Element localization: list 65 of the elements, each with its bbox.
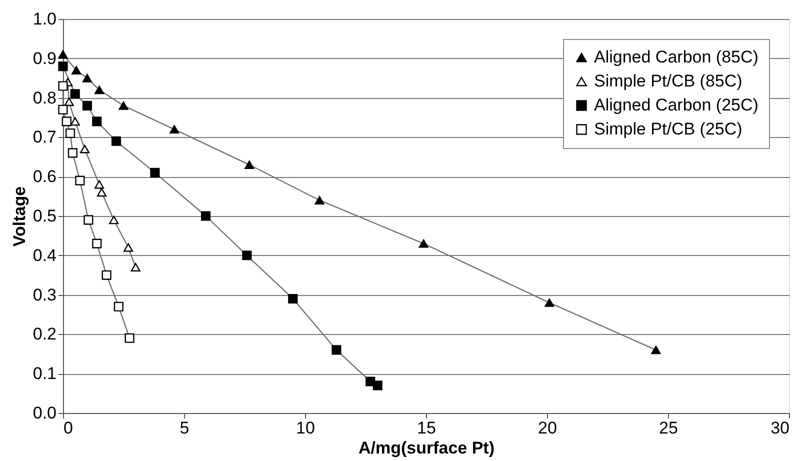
y-axis-title: Voltage bbox=[10, 186, 29, 247]
point bbox=[124, 243, 134, 252]
point bbox=[65, 128, 76, 138]
y-tick-label: 0.7 bbox=[32, 128, 56, 147]
point bbox=[544, 298, 554, 307]
point bbox=[82, 100, 92, 110]
point bbox=[72, 66, 82, 74]
y-tick-label: 0.1 bbox=[32, 364, 56, 384]
point bbox=[651, 346, 661, 354]
point bbox=[82, 74, 92, 82]
point bbox=[70, 117, 80, 126]
point bbox=[244, 160, 254, 170]
point bbox=[58, 50, 68, 59]
x-tick-label: 15 bbox=[417, 418, 436, 438]
point bbox=[96, 188, 107, 197]
y-tick-label: 0.4 bbox=[32, 246, 56, 265]
point bbox=[84, 215, 94, 225]
point bbox=[58, 61, 68, 72]
point bbox=[68, 148, 78, 158]
point bbox=[62, 116, 72, 126]
y-tick-label: 0.2 bbox=[32, 324, 56, 344]
legend-label: Aligned Carbon (85C) bbox=[594, 48, 758, 66]
y-tick-label: 0.5 bbox=[32, 206, 56, 226]
point bbox=[92, 116, 102, 126]
point bbox=[170, 125, 180, 134]
point bbox=[200, 211, 211, 221]
legend-label: Simple Pt/CB (85C) bbox=[594, 72, 742, 90]
legend-label: Simple Pt/CB (25C) bbox=[594, 120, 742, 138]
y-tick-label: 0.3 bbox=[32, 285, 56, 304]
point bbox=[94, 180, 104, 189]
point bbox=[150, 168, 160, 178]
x-tick-label: 5 bbox=[180, 418, 190, 438]
x-tick-label: 20 bbox=[538, 418, 557, 438]
point bbox=[130, 262, 140, 272]
point bbox=[58, 81, 68, 91]
point bbox=[114, 302, 124, 312]
y-tick-label: 1.0 bbox=[32, 10, 56, 28]
point bbox=[288, 294, 298, 304]
x-tick-label: 30 bbox=[770, 418, 790, 438]
point bbox=[58, 104, 68, 114]
point bbox=[111, 136, 122, 146]
point bbox=[332, 345, 342, 355]
point bbox=[64, 98, 74, 106]
point bbox=[80, 144, 90, 154]
y-tick-label: 0.8 bbox=[32, 88, 56, 108]
y-tick-label: 0.0 bbox=[32, 404, 56, 422]
y-tick-label: 0.9 bbox=[32, 48, 56, 68]
point bbox=[75, 176, 85, 186]
point bbox=[94, 86, 104, 94]
point bbox=[372, 380, 382, 390]
point bbox=[418, 239, 428, 248]
legend-label: Aligned Carbon (25C) bbox=[594, 96, 758, 114]
x-tick-label: 25 bbox=[659, 418, 678, 438]
point bbox=[109, 216, 119, 224]
point bbox=[118, 101, 128, 110]
point bbox=[124, 333, 134, 343]
point bbox=[92, 238, 102, 248]
point bbox=[102, 270, 112, 280]
point bbox=[242, 250, 252, 260]
point bbox=[70, 89, 80, 99]
x-axis-title: A/mg(surface Pt) bbox=[358, 438, 495, 458]
x-tick-label: 10 bbox=[296, 418, 315, 438]
y-tick-label: 0.6 bbox=[32, 167, 56, 186]
x-tick-label: 0 bbox=[64, 418, 73, 438]
point bbox=[314, 196, 324, 204]
